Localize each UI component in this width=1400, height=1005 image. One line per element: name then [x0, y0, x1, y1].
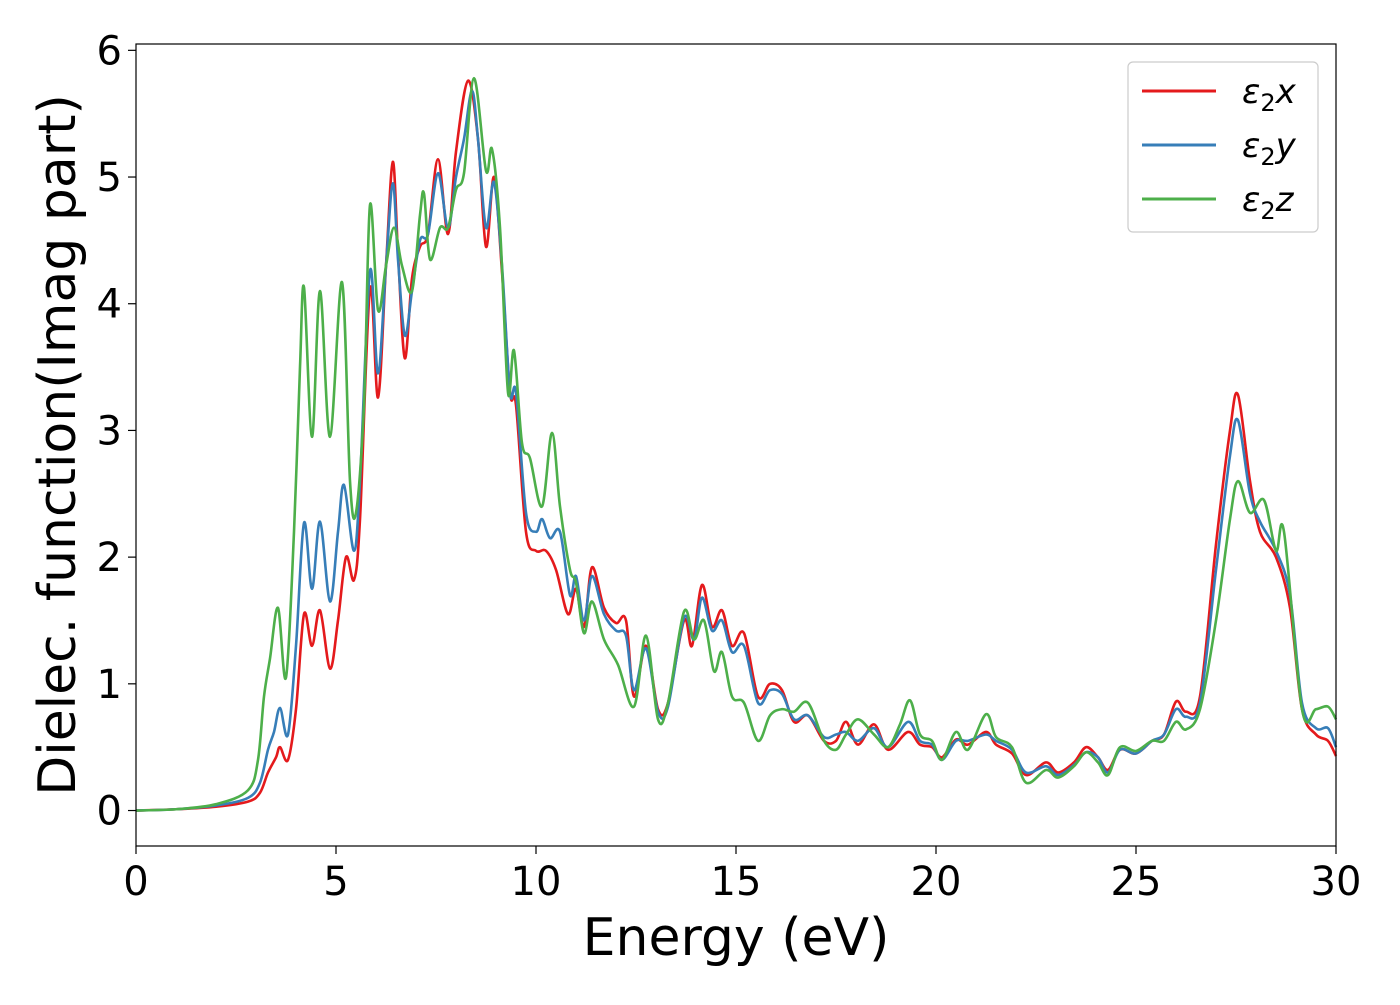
legend-box	[1127, 61, 1319, 233]
y-tick-label: 5	[97, 155, 122, 201]
x-tick-label: 5	[323, 859, 348, 905]
y-tick-label: 0	[97, 789, 122, 835]
y-axis: 0 1 2 3 4 5 6	[97, 28, 136, 835]
x-axis-title: Energy (eV)	[583, 908, 890, 968]
series-line-z	[135, 76, 1338, 812]
y-tick-label: 6	[97, 28, 122, 74]
x-tick-label: 10	[511, 859, 562, 905]
y-tick-label: 4	[97, 282, 122, 328]
y-tick-label: 1	[97, 662, 122, 708]
y-tick-label: 2	[97, 535, 122, 581]
legend-label-y: ε2y	[1242, 126, 1297, 171]
y-axis-title: Dielec. function(Imag part)	[28, 94, 88, 796]
x-tick-label: 0	[123, 859, 148, 905]
x-tick-label: 15	[711, 859, 762, 905]
y-tick-label: 3	[97, 408, 122, 454]
legend-label-x: ε2x	[1242, 72, 1297, 117]
x-tick-label: 25	[1111, 859, 1162, 905]
x-tick-label: 20	[911, 859, 962, 905]
series-lines	[135, 76, 1338, 812]
legend-label-z: ε2z	[1242, 180, 1295, 225]
x-axis: 0 5 10 15 20 25 30	[123, 846, 1361, 905]
x-tick-label: 30	[1311, 859, 1362, 905]
legend: ε2x ε2y ε2z	[1127, 61, 1319, 233]
